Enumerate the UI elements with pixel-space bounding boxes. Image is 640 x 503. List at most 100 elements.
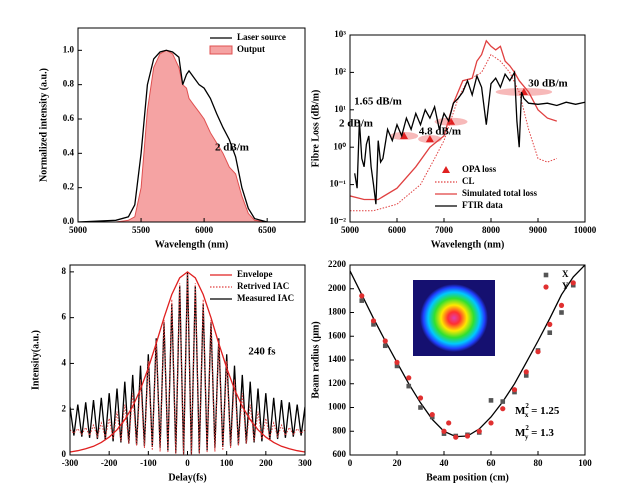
y-tick-label: 10³ bbox=[334, 29, 346, 39]
x-tick-label: -200 bbox=[101, 458, 118, 468]
series-line bbox=[78, 49, 305, 222]
point bbox=[547, 321, 553, 327]
y-tick-label: 1200 bbox=[328, 378, 347, 388]
x-tick-label: 5500 bbox=[132, 225, 151, 235]
series-line bbox=[350, 39, 557, 201]
point bbox=[476, 428, 482, 434]
x-axis-label: Wavelength (nm) bbox=[155, 239, 229, 250]
x-tick-label: 40 bbox=[440, 458, 450, 468]
legend-label: CL bbox=[462, 176, 475, 186]
y-tick-label: 10¹ bbox=[334, 104, 346, 114]
y-tick-label: 1.0 bbox=[63, 44, 75, 54]
point bbox=[406, 375, 412, 381]
point bbox=[394, 359, 400, 365]
series-line bbox=[354, 70, 585, 205]
annotation-base: M bbox=[515, 427, 526, 439]
y-tick-label: 6 bbox=[62, 312, 67, 322]
series-area bbox=[78, 49, 305, 222]
point bbox=[523, 369, 529, 375]
y-axis-label: Beam radius (μm) bbox=[310, 321, 321, 398]
y-tick-label: 600 bbox=[333, 449, 347, 459]
annotation-sub: y bbox=[525, 433, 529, 441]
point bbox=[417, 395, 424, 401]
x-tick-label: 6000 bbox=[195, 225, 214, 235]
annotation-text: = 1.3 bbox=[528, 427, 554, 439]
point bbox=[447, 117, 456, 125]
beam-spot bbox=[420, 284, 488, 352]
x-axis-label: Delay(fs) bbox=[168, 472, 206, 483]
x-tick-label: -100 bbox=[140, 458, 157, 468]
point bbox=[488, 420, 494, 426]
legend-swatch bbox=[543, 284, 549, 290]
y-tick-label: 0.2 bbox=[63, 182, 75, 192]
panel: 5000 5500 6000 6500 0.0 0.2 0.4 0.6 0.8 1.0 Wavele… bbox=[38, 27, 306, 250]
x-axis-label: Beam position (cm) bbox=[426, 472, 509, 483]
x-axis-label: Wavelength (nm) bbox=[431, 239, 505, 250]
point bbox=[464, 433, 471, 439]
point bbox=[441, 428, 447, 434]
legend-label: Measured IAC bbox=[237, 293, 294, 303]
legend-label: OPA loss bbox=[462, 164, 497, 174]
y-axis-label: Intensity(a.u.) bbox=[30, 330, 41, 390]
y-tick-label: 10⁻² bbox=[330, 216, 347, 226]
y-tick-label: 10⁰ bbox=[333, 141, 346, 151]
axes-frame bbox=[349, 34, 586, 223]
legend-swatch bbox=[209, 45, 233, 55]
annotation: 30 dB/m bbox=[528, 78, 567, 90]
y-tick-label: 4 bbox=[62, 357, 67, 367]
point bbox=[359, 298, 365, 303]
point bbox=[570, 280, 576, 286]
y-tick-label: 1800 bbox=[328, 307, 347, 317]
x-tick-label: 5000 bbox=[69, 225, 88, 235]
legend-label: Envelope bbox=[237, 269, 273, 279]
y-tick-label: 0.0 bbox=[63, 216, 75, 226]
point bbox=[558, 302, 565, 308]
x-tick-label: 8000 bbox=[482, 225, 501, 235]
y-tick-label: 2 bbox=[62, 403, 67, 413]
point bbox=[429, 412, 435, 418]
point bbox=[425, 135, 434, 143]
y-tick-label: 0.4 bbox=[63, 147, 75, 157]
x-tick-label: 0 bbox=[348, 458, 353, 468]
annotation-sup: 2 bbox=[525, 424, 529, 432]
x-tick-label: 100 bbox=[578, 458, 592, 468]
y-axis-label: Fibre Loss (dB/m) bbox=[310, 90, 321, 168]
annotation: 2 dB/m bbox=[215, 142, 249, 154]
x-tick-label: 10000 bbox=[574, 225, 597, 235]
point bbox=[406, 383, 412, 389]
x-tick-label: 9000 bbox=[529, 225, 548, 235]
x-tick-label: 20 bbox=[393, 458, 403, 468]
x-tick-label: 200 bbox=[259, 458, 273, 468]
panel: 5000 6000 7000 8000 9000 10000 10⁻² 10⁻¹ 10⁰ 10¹ 1… bbox=[310, 29, 596, 250]
beam-profile-inset bbox=[413, 280, 495, 356]
point bbox=[547, 330, 553, 335]
point bbox=[418, 405, 423, 410]
y-tick-label: 10⁻¹ bbox=[330, 179, 347, 189]
x-tick-label: 0 bbox=[185, 458, 190, 468]
annotation-sub: x bbox=[525, 411, 529, 419]
y-tick-label: 2000 bbox=[328, 283, 347, 293]
panel: -300 -200 -100 0 100 200 300 0 2 4 6 8 Delay(fs) Inte… bbox=[30, 264, 312, 483]
legend-swatch bbox=[543, 272, 549, 278]
annotation: 1.65 dB/m bbox=[354, 96, 402, 108]
y-tick-label: 2200 bbox=[328, 259, 347, 269]
legend-label: Simulated total loss bbox=[462, 188, 538, 198]
x-tick-label: 60 bbox=[487, 458, 497, 468]
annotation-sup: 2 bbox=[525, 402, 529, 410]
y-tick-label: 1600 bbox=[328, 330, 347, 340]
point bbox=[359, 293, 365, 299]
y-tick-label: 0.8 bbox=[63, 79, 75, 89]
point bbox=[382, 343, 388, 349]
plot-area bbox=[350, 39, 585, 212]
point bbox=[453, 434, 459, 440]
annotation: M2 x = 1.25 bbox=[515, 402, 560, 419]
x-tick-label: 6500 bbox=[258, 225, 277, 235]
point bbox=[382, 338, 388, 344]
y-tick-label: 0 bbox=[62, 449, 67, 459]
x-tick-label: 100 bbox=[220, 458, 234, 468]
panel: 0 20 40 60 80 100 600 800 1000 1200 1400 1600 1800 20… bbox=[310, 259, 592, 483]
point bbox=[400, 131, 409, 139]
point bbox=[446, 420, 452, 426]
legend-label: Y bbox=[562, 281, 569, 291]
annotation: 2 dB/m bbox=[339, 118, 373, 130]
